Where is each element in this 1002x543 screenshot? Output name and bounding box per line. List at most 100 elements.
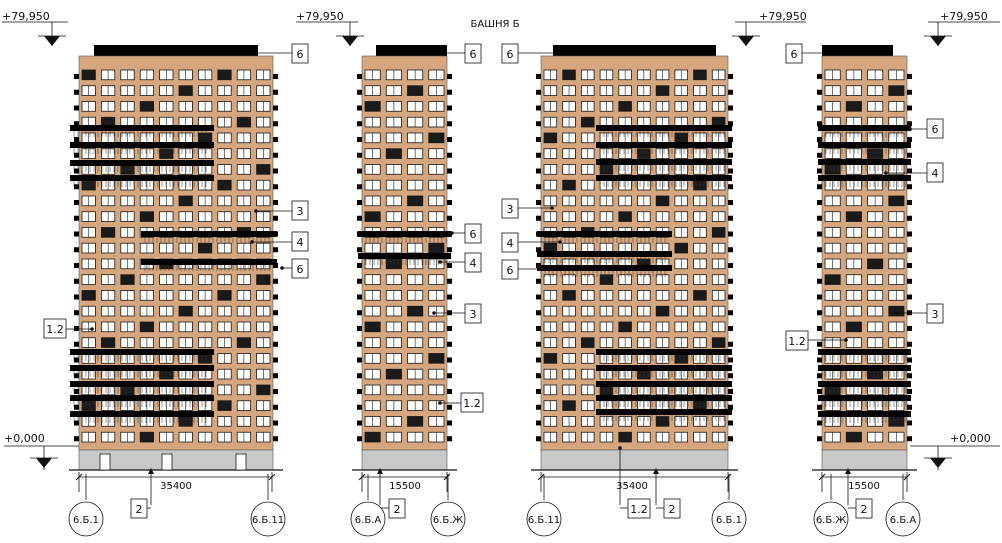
tag-box [291, 258, 309, 279]
balcony-stub [273, 389, 278, 394]
drawing-title: БАШНЯ Б [471, 19, 520, 30]
balcony-stub [728, 389, 733, 394]
balcony-band [70, 160, 214, 166]
balcony-band [70, 175, 214, 181]
tag-label: 6 [507, 264, 514, 277]
balcony-band [818, 395, 911, 401]
window [217, 400, 232, 411]
balcony-stub [74, 373, 79, 379]
balcony-stub [536, 420, 541, 426]
tag-label: 6 [932, 123, 939, 136]
balcony-stub [907, 278, 912, 284]
window [655, 305, 670, 317]
level-mark-top-4: +79,950 [924, 10, 1000, 46]
balcony-band [596, 395, 732, 401]
window [599, 274, 614, 285]
tag-box [926, 118, 944, 139]
balcony-stub [273, 310, 278, 316]
balcony-stub [74, 294, 79, 300]
window [693, 69, 707, 81]
balcony-stub [907, 263, 912, 268]
tag-label: 1.2 [463, 397, 481, 410]
tag-box [501, 259, 519, 280]
balcony-stub [817, 74, 822, 79]
balcony-stub [907, 89, 912, 95]
window [139, 101, 154, 112]
tag-box [464, 223, 482, 244]
balcony-stub [447, 326, 452, 331]
balcony-stub [817, 436, 822, 442]
tag-label: 3 [297, 205, 304, 218]
balcony-stub [728, 184, 733, 190]
balcony-stub [536, 326, 541, 331]
level-label: +79,950 [2, 10, 50, 23]
tag-box [464, 43, 482, 64]
balcony-stub [817, 404, 822, 410]
ground-floor-plinth [821, 449, 908, 471]
balcony-stub [728, 436, 733, 442]
axis-bubble [813, 501, 849, 537]
axis-label: 6.Б.1 [73, 515, 99, 526]
balcony-stub [273, 341, 278, 347]
balcony-stub [728, 200, 733, 205]
window [81, 69, 96, 81]
balcony-stub [357, 263, 362, 268]
balcony-stub [357, 184, 362, 190]
window [655, 416, 670, 427]
balcony-stub [728, 341, 733, 347]
balcony-stub [536, 404, 541, 410]
roof-parapet [822, 45, 893, 56]
balcony-stub [728, 137, 733, 142]
tag-label: 1.2 [630, 503, 648, 516]
roof-parapet [553, 45, 716, 56]
balcony-stub [447, 200, 452, 205]
balcony-stub [817, 105, 822, 111]
window [618, 431, 632, 443]
window [845, 431, 862, 443]
balcony-stub [74, 326, 79, 331]
level-mark-top-1: +79,950 [2, 10, 68, 46]
level-mark-ground-4: +0,000 [910, 432, 1000, 470]
balcony-stub [907, 326, 912, 331]
balcony-stub [357, 105, 362, 111]
tag-label: 4 [470, 257, 477, 270]
balcony-band [818, 381, 911, 387]
balcony-stub [357, 247, 362, 253]
balcony-stub [447, 389, 452, 394]
axis-bubble [885, 501, 921, 537]
window [845, 101, 862, 112]
balcony-stub [447, 152, 452, 158]
ground-floor-plinth [540, 449, 729, 471]
balcony-stub [273, 74, 278, 79]
balcony-stub [74, 247, 79, 253]
balcony-band [818, 125, 911, 131]
balcony-stub [447, 278, 452, 284]
balcony-stub [728, 247, 733, 253]
balcony-stub [357, 152, 362, 158]
window [197, 242, 213, 254]
window [139, 211, 154, 222]
tag-label: 6 [297, 263, 304, 276]
balcony-stub [447, 184, 452, 190]
balcony-stub [817, 168, 822, 174]
tag-label: 2 [861, 503, 868, 516]
dimension-label: 15500 [389, 481, 421, 492]
tag-box [785, 330, 809, 351]
balcony-stub [728, 294, 733, 300]
window [599, 164, 614, 175]
tag-label: 4 [932, 167, 939, 180]
axis-label: 6.Б.А [355, 515, 382, 526]
balcony-stub [817, 200, 822, 205]
balcony-stub [74, 357, 79, 363]
entrance-door [235, 453, 247, 471]
axis-label: 6.Б.1 [716, 515, 742, 526]
balcony-stub [907, 121, 912, 127]
balcony-stub [273, 326, 278, 331]
window [618, 101, 632, 112]
balcony-stub [907, 184, 912, 190]
balcony-band [537, 231, 672, 237]
entrance-door [99, 453, 111, 471]
tag-box [501, 43, 519, 64]
window [217, 290, 232, 301]
window [888, 416, 905, 427]
